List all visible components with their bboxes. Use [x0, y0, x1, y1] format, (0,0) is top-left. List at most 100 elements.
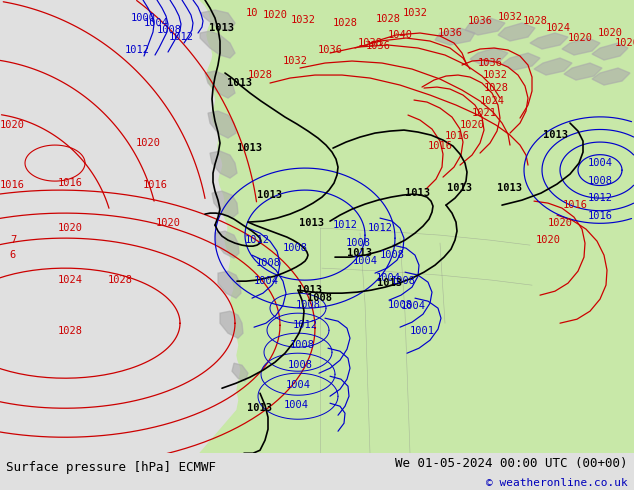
- Text: 1021: 1021: [472, 108, 496, 118]
- Text: 1016: 1016: [143, 180, 167, 190]
- Text: 1038: 1038: [358, 38, 382, 48]
- Text: 1004: 1004: [283, 400, 309, 410]
- Text: 1012: 1012: [124, 45, 150, 55]
- Text: 1032: 1032: [498, 12, 522, 22]
- Text: 6: 6: [10, 250, 16, 260]
- Text: 1008: 1008: [346, 238, 370, 248]
- Polygon shape: [498, 23, 535, 41]
- Text: 1008: 1008: [283, 243, 307, 253]
- Text: 1020: 1020: [567, 33, 593, 43]
- Polygon shape: [218, 271, 241, 298]
- Text: 1008: 1008: [588, 176, 612, 186]
- Polygon shape: [465, 18, 505, 35]
- Text: 1016: 1016: [562, 200, 588, 210]
- Text: 1004: 1004: [254, 276, 278, 286]
- Text: 10: 10: [246, 8, 258, 18]
- Polygon shape: [530, 33, 568, 49]
- Text: 1013: 1013: [543, 130, 567, 140]
- Polygon shape: [470, 48, 508, 65]
- Polygon shape: [208, 111, 236, 138]
- Polygon shape: [200, 10, 235, 31]
- Text: 1020: 1020: [136, 138, 160, 148]
- Text: 1012: 1012: [292, 320, 318, 330]
- Polygon shape: [502, 53, 540, 70]
- Text: 1020: 1020: [597, 28, 623, 38]
- Text: 1012: 1012: [245, 235, 269, 245]
- Text: 1016: 1016: [58, 178, 82, 188]
- Text: 1024: 1024: [479, 96, 505, 106]
- Text: 1008: 1008: [380, 250, 404, 260]
- Text: 1004: 1004: [588, 158, 612, 168]
- Polygon shape: [212, 191, 238, 218]
- Text: 1013: 1013: [377, 278, 403, 288]
- Text: 1020: 1020: [262, 10, 287, 20]
- Polygon shape: [205, 71, 235, 98]
- Text: 1012: 1012: [169, 32, 193, 42]
- Text: 1016: 1016: [427, 141, 453, 151]
- Text: 1016: 1016: [588, 211, 612, 221]
- Text: 1008: 1008: [391, 276, 415, 286]
- Text: 1028: 1028: [375, 14, 401, 24]
- Polygon shape: [435, 28, 475, 45]
- Text: 1040: 1040: [387, 30, 413, 40]
- Polygon shape: [592, 43, 628, 60]
- Text: 1032: 1032: [403, 8, 427, 18]
- Text: 1024: 1024: [545, 23, 571, 33]
- Polygon shape: [534, 58, 572, 75]
- Text: 1020: 1020: [155, 218, 181, 228]
- Text: 1028: 1028: [332, 18, 358, 28]
- Text: 1008: 1008: [256, 258, 280, 268]
- Text: 1032: 1032: [482, 70, 507, 80]
- Text: 1004: 1004: [285, 380, 311, 390]
- Text: 1036: 1036: [318, 45, 342, 55]
- Text: 1013: 1013: [297, 285, 323, 295]
- Text: 1004: 1004: [401, 301, 425, 311]
- Text: 1028: 1028: [484, 83, 508, 93]
- Text: 1012: 1012: [588, 193, 612, 203]
- Polygon shape: [215, 231, 239, 258]
- Text: 1013: 1013: [228, 78, 252, 88]
- Text: 1008: 1008: [295, 300, 321, 310]
- Text: 1032: 1032: [283, 56, 307, 66]
- Polygon shape: [200, 31, 235, 58]
- Text: 1036: 1036: [365, 41, 391, 51]
- Text: 1020: 1020: [614, 38, 634, 48]
- Text: 1008: 1008: [157, 25, 181, 35]
- Text: 1000: 1000: [131, 13, 155, 23]
- Text: 1008: 1008: [387, 300, 413, 310]
- Text: 1032: 1032: [290, 15, 316, 25]
- Text: We 01-05-2024 00:00 UTC (00+00): We 01-05-2024 00:00 UTC (00+00): [395, 457, 628, 470]
- Text: 1028: 1028: [247, 70, 273, 80]
- Polygon shape: [200, 0, 634, 453]
- Text: 1016: 1016: [444, 131, 470, 141]
- Text: 1020: 1020: [460, 120, 484, 130]
- Text: 1004: 1004: [375, 273, 401, 283]
- Text: 1004: 1004: [143, 18, 169, 28]
- Text: 1020: 1020: [548, 218, 573, 228]
- Text: 1013: 1013: [406, 188, 430, 198]
- Text: 1013: 1013: [498, 183, 522, 193]
- Text: 1036: 1036: [477, 58, 503, 68]
- Text: 1013: 1013: [347, 248, 373, 258]
- Text: 1013: 1013: [238, 143, 262, 153]
- Text: 1028: 1028: [108, 275, 133, 285]
- Text: 7: 7: [10, 235, 16, 245]
- Text: © weatheronline.co.uk: © weatheronline.co.uk: [486, 478, 628, 489]
- Text: 1028: 1028: [522, 16, 548, 26]
- Text: 1012: 1012: [332, 220, 358, 230]
- Polygon shape: [592, 68, 630, 85]
- Polygon shape: [562, 38, 600, 55]
- Text: 1013: 1013: [299, 218, 325, 228]
- Polygon shape: [232, 363, 248, 381]
- Text: 1016: 1016: [0, 180, 25, 190]
- Text: 1008: 1008: [287, 360, 313, 370]
- Text: 1008: 1008: [307, 293, 332, 303]
- Text: 1028: 1028: [58, 326, 82, 336]
- Text: 1020: 1020: [536, 235, 560, 245]
- Text: 1036: 1036: [467, 16, 493, 26]
- Text: 1012: 1012: [368, 223, 392, 233]
- Text: 1020: 1020: [58, 223, 82, 233]
- Text: 1013: 1013: [448, 183, 472, 193]
- Polygon shape: [220, 311, 243, 338]
- Text: Surface pressure [hPa] ECMWF: Surface pressure [hPa] ECMWF: [6, 461, 216, 474]
